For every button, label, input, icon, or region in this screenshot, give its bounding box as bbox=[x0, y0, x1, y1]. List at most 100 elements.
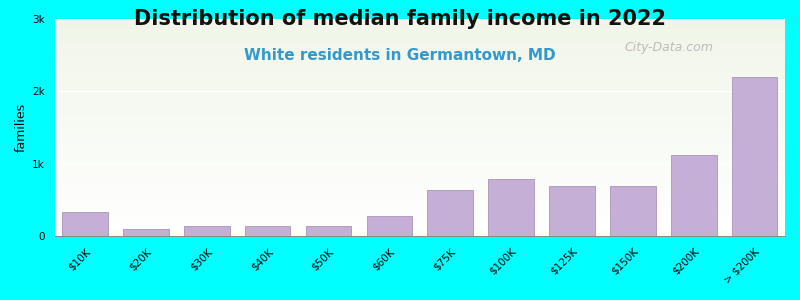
Bar bbox=[54, 206, 785, 207]
Bar bbox=[54, 178, 785, 179]
Bar bbox=[54, 220, 785, 221]
Bar bbox=[54, 164, 785, 165]
Bar bbox=[54, 193, 785, 194]
Bar bbox=[366, 216, 412, 236]
Bar bbox=[54, 127, 785, 128]
Bar bbox=[54, 203, 785, 204]
Bar bbox=[54, 218, 785, 219]
Bar bbox=[54, 61, 785, 62]
Bar bbox=[54, 86, 785, 88]
Bar bbox=[54, 99, 785, 101]
Bar bbox=[54, 62, 785, 64]
Bar bbox=[245, 226, 290, 236]
Bar bbox=[54, 32, 785, 33]
Bar bbox=[54, 114, 785, 115]
Bar bbox=[54, 22, 785, 23]
Bar bbox=[54, 55, 785, 56]
Bar bbox=[54, 107, 785, 108]
Bar bbox=[54, 40, 785, 41]
Bar bbox=[54, 153, 785, 154]
Bar bbox=[54, 35, 785, 36]
Bar bbox=[54, 194, 785, 195]
Bar bbox=[54, 42, 785, 43]
Bar bbox=[54, 151, 785, 152]
Bar bbox=[54, 130, 785, 131]
Bar bbox=[54, 48, 785, 50]
Bar bbox=[54, 125, 785, 127]
Bar bbox=[54, 158, 785, 159]
Bar bbox=[54, 135, 785, 136]
Bar bbox=[54, 104, 785, 105]
Bar bbox=[54, 64, 785, 65]
Bar bbox=[427, 190, 473, 236]
Bar bbox=[54, 94, 785, 95]
Bar bbox=[54, 133, 785, 134]
Bar bbox=[54, 57, 785, 58]
Bar bbox=[54, 111, 785, 112]
Bar bbox=[54, 163, 785, 164]
Bar bbox=[54, 39, 785, 40]
Bar bbox=[54, 204, 785, 205]
Bar bbox=[54, 186, 785, 188]
Bar bbox=[54, 67, 785, 68]
Bar bbox=[54, 117, 785, 118]
Bar bbox=[54, 60, 785, 62]
Bar bbox=[54, 235, 785, 236]
Bar bbox=[54, 91, 785, 92]
Bar bbox=[54, 200, 785, 202]
Bar bbox=[54, 217, 785, 218]
Bar bbox=[54, 21, 785, 22]
Bar bbox=[732, 77, 778, 236]
Bar bbox=[54, 106, 785, 107]
Bar bbox=[54, 34, 785, 35]
Bar bbox=[54, 210, 785, 211]
Bar bbox=[54, 176, 785, 177]
Bar bbox=[54, 27, 785, 28]
Bar bbox=[54, 30, 785, 31]
Bar bbox=[54, 88, 785, 90]
Bar bbox=[54, 139, 785, 140]
Text: Distribution of median family income in 2022: Distribution of median family income in … bbox=[134, 9, 666, 29]
Text: City-Data.com: City-Data.com bbox=[624, 41, 713, 54]
Bar bbox=[54, 96, 785, 97]
Bar bbox=[54, 171, 785, 172]
Bar bbox=[54, 69, 785, 70]
Bar bbox=[54, 173, 785, 174]
Bar bbox=[306, 226, 351, 236]
Bar bbox=[54, 83, 785, 84]
Bar bbox=[54, 148, 785, 149]
Bar bbox=[54, 229, 785, 230]
Bar bbox=[54, 221, 785, 222]
Bar bbox=[54, 29, 785, 30]
Bar bbox=[54, 31, 785, 32]
Bar bbox=[488, 179, 534, 236]
Bar bbox=[184, 226, 230, 236]
Bar bbox=[54, 108, 785, 109]
Bar bbox=[54, 195, 785, 196]
Bar bbox=[54, 123, 785, 124]
Bar bbox=[54, 143, 785, 144]
Bar bbox=[54, 54, 785, 55]
Bar bbox=[671, 154, 717, 236]
Bar bbox=[54, 224, 785, 226]
Bar bbox=[54, 234, 785, 235]
Bar bbox=[54, 53, 785, 54]
Bar bbox=[549, 186, 595, 236]
Bar bbox=[54, 100, 785, 102]
Bar bbox=[54, 19, 785, 20]
Bar bbox=[54, 119, 785, 120]
Bar bbox=[54, 141, 785, 142]
Bar bbox=[54, 131, 785, 132]
Bar bbox=[54, 191, 785, 192]
Bar bbox=[54, 228, 785, 229]
Bar bbox=[54, 73, 785, 74]
Bar bbox=[54, 179, 785, 180]
Bar bbox=[54, 198, 785, 200]
Bar bbox=[54, 230, 785, 231]
Bar bbox=[54, 160, 785, 161]
Bar bbox=[54, 185, 785, 186]
Bar bbox=[54, 181, 785, 182]
Bar bbox=[54, 196, 785, 197]
Bar bbox=[54, 208, 785, 209]
Bar bbox=[54, 169, 785, 170]
